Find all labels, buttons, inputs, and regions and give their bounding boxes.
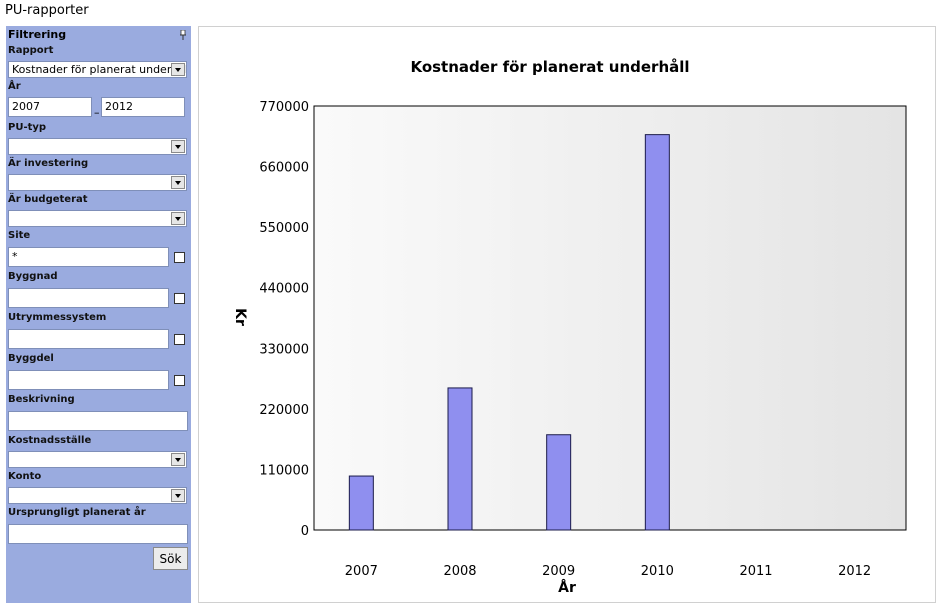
beskrivning-label: Beskrivning <box>8 394 75 405</box>
pin-icon[interactable] <box>179 30 187 40</box>
bar-2009 <box>546 434 572 531</box>
bar-2010 <box>644 134 670 531</box>
kostnadsstalle-select[interactable] <box>8 451 187 468</box>
byggnad-checkbox[interactable] <box>174 293 185 304</box>
y-axis-title: Kr <box>232 308 248 326</box>
site-label: Site <box>8 230 31 241</box>
y-tick-label: 440000 <box>259 282 309 297</box>
y-tick-label: 330000 <box>259 342 309 357</box>
range-separator: – <box>94 106 100 119</box>
byggdel-label: Byggdel <box>8 353 54 364</box>
utrymmessystem-checkbox[interactable] <box>174 334 185 345</box>
ursprungligt-label: Ursprungligt planerat år <box>8 507 146 518</box>
y-tick-label: 110000 <box>259 463 309 478</box>
x-tick-label: 2012 <box>838 564 871 579</box>
chart-panel: Kostnader för planerat underhåll 0 110000 2… <box>198 26 936 603</box>
bar-2007 <box>348 475 374 531</box>
x-tick-label: 2009 <box>542 564 575 579</box>
x-tick-label: 2011 <box>739 564 772 579</box>
x-axis-title: År <box>558 579 576 596</box>
plot-area <box>313 105 907 531</box>
byggnad-input[interactable] <box>8 288 169 308</box>
ursprungligt-input[interactable] <box>8 524 188 544</box>
chevron-down-icon[interactable] <box>171 453 185 466</box>
ar-investering-label: Är investering <box>8 158 89 169</box>
konto-select[interactable] <box>8 487 187 504</box>
bar-2008 <box>447 387 473 531</box>
ar-budgeterat-label: Är budgeterat <box>8 194 88 205</box>
beskrivning-input[interactable] <box>8 411 188 431</box>
x-tick-label: 2008 <box>443 564 476 579</box>
rapport-select-value: Kostnader för planerat underhåll <box>12 63 187 76</box>
pu-typ-label: PU-typ <box>8 122 47 133</box>
chevron-down-icon[interactable] <box>171 176 185 189</box>
utrymmessystem-label: Utrymmessystem <box>8 312 107 323</box>
x-tick-label: 2010 <box>641 564 674 579</box>
ar-budgeterat-select[interactable] <box>8 210 187 227</box>
rapport-select[interactable]: Kostnader för planerat underhåll <box>8 61 187 78</box>
search-button[interactable]: Sök <box>153 547 188 570</box>
ar-investering-select[interactable] <box>8 174 187 191</box>
page-title: PU-rapporter <box>5 3 89 18</box>
chevron-down-icon[interactable] <box>171 489 185 502</box>
konto-label: Konto <box>8 471 42 482</box>
y-tick-label: 0 <box>301 524 309 539</box>
chevron-down-icon[interactable] <box>171 63 185 76</box>
ar-from-input[interactable]: 2007 <box>8 97 92 117</box>
pu-typ-select[interactable] <box>8 138 187 155</box>
site-checkbox[interactable] <box>174 252 185 263</box>
byggdel-input[interactable] <box>8 370 169 390</box>
filter-panel-header: Filtrering <box>8 28 67 41</box>
ar-label: År <box>8 81 21 92</box>
y-tick-label: 550000 <box>259 221 309 236</box>
rapport-label: Rapport <box>8 45 54 56</box>
ar-to-input[interactable]: 2012 <box>101 97 185 117</box>
y-tick-label: 770000 <box>259 100 309 115</box>
byggnad-label: Byggnad <box>8 271 58 282</box>
bar-chart: Kostnader för planerat underhåll 0 110000 2… <box>232 58 907 596</box>
utrymmessystem-input[interactable] <box>8 329 169 349</box>
byggdel-checkbox[interactable] <box>174 375 185 386</box>
x-tick-label: 2007 <box>345 564 378 579</box>
chevron-down-icon[interactable] <box>171 212 185 225</box>
y-tick-label: 660000 <box>259 161 309 176</box>
kostnadsstalle-label: Kostnadsställe <box>8 435 92 446</box>
filter-panel: Filtrering Rapport Kostnader för planera… <box>6 26 191 603</box>
site-input[interactable]: * <box>8 247 169 267</box>
y-tick-label: 220000 <box>259 403 309 418</box>
chevron-down-icon[interactable] <box>171 140 185 153</box>
chart-title: Kostnader för planerat underhåll <box>410 58 689 76</box>
